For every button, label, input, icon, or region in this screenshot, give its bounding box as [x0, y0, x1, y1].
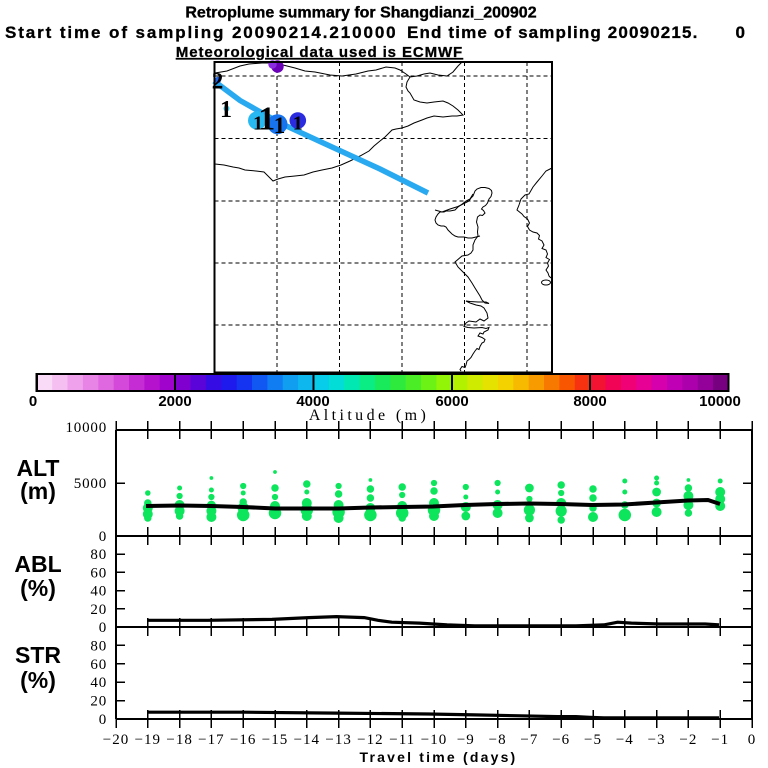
svg-text:ABL: ABL	[14, 551, 61, 577]
svg-text:−12: −12	[357, 732, 383, 748]
svg-text:−2: −2	[679, 732, 697, 748]
svg-text:5000: 5000	[74, 476, 107, 492]
svg-text:ALT: ALT	[16, 455, 59, 481]
svg-text:60: 60	[90, 657, 107, 673]
svg-text:−4: −4	[616, 732, 634, 748]
svg-text:4000: 4000	[296, 393, 329, 410]
svg-text:−5: −5	[584, 732, 602, 748]
svg-text:−13: −13	[325, 732, 351, 748]
svg-text:8000: 8000	[573, 393, 606, 410]
svg-text:0: 0	[736, 23, 745, 42]
svg-text:2000: 2000	[158, 393, 191, 410]
svg-text:Travel time (days): Travel time (days)	[360, 749, 518, 765]
svg-text:0: 0	[99, 529, 107, 545]
svg-text:−9: −9	[457, 732, 475, 748]
svg-text:1: 1	[253, 113, 263, 135]
svg-text:0: 0	[748, 732, 757, 748]
svg-text:Retroplume summary for Shangdi: Retroplume summary for Shangdianzi_20090…	[185, 5, 536, 22]
svg-text:Start time of sampling 2009021: Start time of sampling 20090214.210000	[5, 23, 398, 42]
svg-text:(%): (%)	[20, 575, 56, 601]
svg-text:−19: −19	[135, 732, 161, 748]
svg-text:−20: −20	[103, 732, 129, 748]
svg-text:1: 1	[274, 113, 286, 138]
svg-text:−18: −18	[166, 732, 192, 748]
svg-text:10000: 10000	[66, 420, 108, 436]
svg-text:1: 1	[293, 113, 303, 135]
svg-text:0: 0	[99, 712, 107, 728]
svg-text:−14: −14	[294, 732, 320, 748]
svg-text:(%): (%)	[20, 667, 56, 693]
svg-text:60: 60	[90, 565, 107, 581]
svg-text:80: 80	[90, 638, 107, 654]
svg-text:−6: −6	[552, 732, 570, 748]
svg-text:−11: −11	[389, 732, 415, 748]
svg-text:1: 1	[220, 97, 232, 123]
svg-text:1: 1	[258, 101, 275, 138]
svg-text:10000: 10000	[699, 393, 741, 410]
svg-text:(m): (m)	[20, 478, 56, 504]
svg-text:Altitude (m): Altitude (m)	[309, 407, 429, 424]
svg-text:−3: −3	[648, 732, 666, 748]
svg-text:40: 40	[90, 675, 107, 691]
svg-text:6000: 6000	[435, 393, 468, 410]
svg-text:20: 20	[90, 694, 107, 710]
svg-text:−7: −7	[520, 732, 538, 748]
svg-text:−16: −16	[230, 732, 256, 748]
svg-text:0: 0	[99, 620, 107, 636]
svg-text:20: 20	[90, 602, 107, 618]
svg-text:0: 0	[29, 393, 37, 410]
svg-text:40: 40	[90, 584, 107, 600]
svg-text:Meteorological data used is EC: Meteorological data used is ECMWF	[176, 44, 463, 61]
svg-text:−15: −15	[262, 732, 288, 748]
svg-text:80: 80	[90, 547, 107, 563]
svg-text:End time of sampling 20090215.: End time of sampling 20090215.	[407, 23, 698, 42]
svg-text:−17: −17	[198, 732, 224, 748]
svg-text:−1: −1	[711, 732, 729, 748]
svg-text:−8: −8	[489, 732, 507, 748]
svg-text:STR: STR	[15, 642, 61, 668]
svg-text:2: 2	[212, 69, 224, 94]
svg-text:−10: −10	[421, 732, 447, 748]
